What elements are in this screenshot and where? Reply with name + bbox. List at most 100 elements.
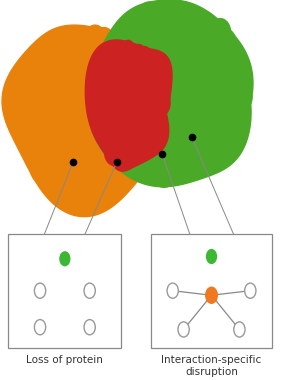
Circle shape [135,40,153,65]
Circle shape [33,153,52,178]
Circle shape [215,131,232,154]
Circle shape [119,141,136,165]
Circle shape [71,118,95,150]
Circle shape [115,58,133,82]
Circle shape [127,68,146,94]
Circle shape [86,94,108,124]
Circle shape [126,98,146,125]
Circle shape [95,62,110,82]
Circle shape [169,101,193,133]
Circle shape [108,68,123,87]
Polygon shape [88,0,253,187]
Circle shape [120,147,140,174]
Circle shape [87,60,109,90]
Circle shape [34,72,58,105]
Circle shape [159,119,174,139]
Circle shape [144,30,162,54]
Circle shape [201,31,215,50]
Circle shape [112,49,137,83]
Circle shape [90,40,111,69]
Circle shape [59,91,86,127]
Circle shape [147,86,173,122]
Circle shape [177,62,195,86]
Circle shape [135,128,149,147]
Circle shape [30,119,56,155]
Circle shape [177,93,192,114]
Circle shape [34,57,58,89]
Circle shape [157,102,176,128]
Circle shape [69,160,94,192]
Circle shape [75,142,92,165]
FancyBboxPatch shape [8,234,121,348]
Circle shape [96,65,118,95]
Circle shape [84,320,95,335]
Circle shape [153,138,171,162]
Circle shape [166,138,181,159]
Circle shape [116,54,136,81]
Circle shape [112,131,131,156]
Circle shape [115,135,128,152]
Circle shape [152,92,165,109]
Circle shape [135,29,160,63]
Circle shape [113,115,132,140]
Circle shape [129,78,150,107]
Circle shape [212,51,235,83]
Circle shape [116,58,133,80]
Circle shape [118,54,133,73]
Circle shape [211,27,237,63]
Circle shape [14,102,40,137]
Circle shape [127,116,145,139]
Circle shape [97,93,121,125]
Circle shape [80,40,103,72]
Circle shape [59,95,84,129]
Circle shape [116,139,129,156]
Circle shape [131,67,151,94]
Circle shape [129,71,151,101]
Circle shape [124,124,141,147]
Circle shape [72,155,90,179]
Circle shape [69,83,94,116]
Circle shape [114,130,130,152]
Circle shape [114,81,132,105]
Circle shape [123,49,142,76]
Circle shape [99,51,119,79]
Circle shape [151,27,170,54]
Circle shape [139,139,152,156]
Circle shape [35,66,58,98]
Circle shape [100,103,125,136]
Circle shape [181,144,205,176]
Circle shape [96,70,110,89]
Circle shape [32,86,50,109]
Circle shape [143,98,157,117]
Circle shape [221,74,241,100]
Circle shape [131,73,147,94]
Circle shape [102,68,113,83]
Circle shape [234,322,245,337]
FancyBboxPatch shape [151,234,272,348]
Circle shape [98,85,113,103]
Circle shape [17,94,32,114]
Circle shape [72,44,94,74]
Circle shape [49,62,61,79]
Circle shape [96,150,113,173]
Circle shape [94,106,110,128]
Circle shape [177,134,199,163]
Circle shape [93,110,112,136]
Circle shape [204,110,226,140]
Circle shape [217,105,241,137]
Circle shape [195,65,211,87]
Circle shape [160,137,178,162]
Circle shape [67,47,93,82]
Circle shape [142,96,163,125]
Circle shape [224,82,239,103]
Circle shape [126,125,147,153]
Circle shape [179,68,198,93]
Circle shape [19,87,39,114]
Circle shape [166,97,192,132]
Circle shape [181,63,204,94]
Circle shape [184,60,199,81]
Circle shape [125,101,147,132]
Circle shape [101,122,123,151]
Circle shape [72,155,87,174]
Circle shape [91,78,112,106]
